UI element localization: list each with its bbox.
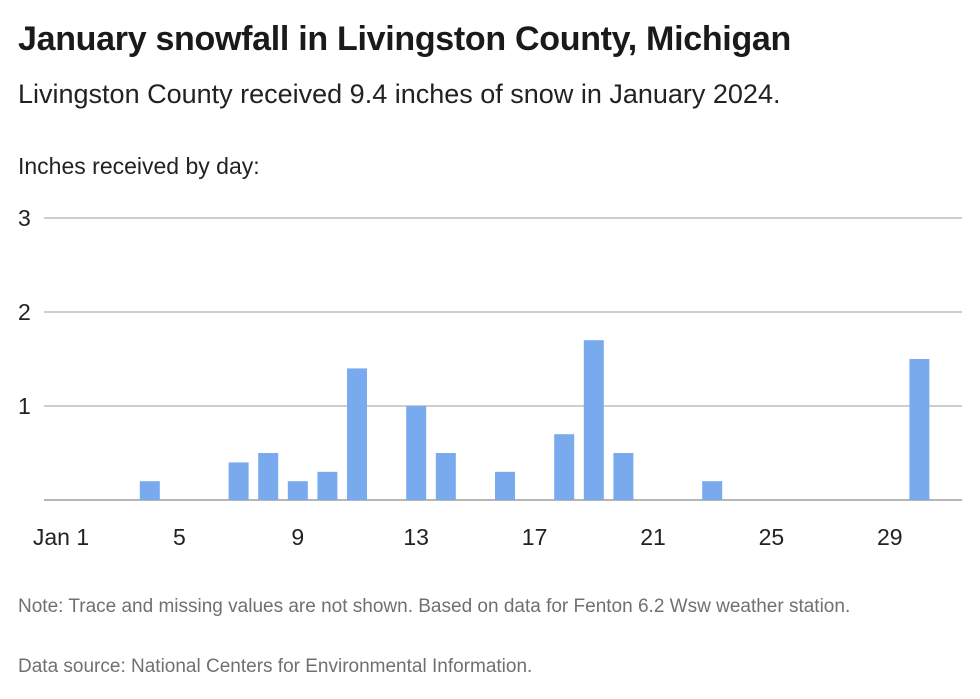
y-tick-label: 2 bbox=[18, 299, 31, 325]
bar bbox=[258, 453, 279, 500]
bar bbox=[702, 481, 723, 500]
y-tick-label: 1 bbox=[18, 393, 31, 419]
gridlines bbox=[44, 217, 962, 501]
x-axis-ticks: Jan 1 5 9 13 17 21 25 29 bbox=[33, 524, 903, 550]
x-tick-label: 17 bbox=[522, 524, 548, 550]
snowfall-bar-chart: 1 2 3 Jan 1 5 9 13 17 21 25 29 bbox=[18, 205, 962, 550]
data-source: Data source: National Centers for Enviro… bbox=[18, 656, 533, 677]
bar bbox=[554, 434, 575, 500]
bar bbox=[317, 471, 338, 500]
x-tick-label: 5 bbox=[173, 524, 186, 550]
bar bbox=[347, 368, 367, 500]
x-tick-label: 25 bbox=[759, 524, 785, 550]
bar bbox=[287, 481, 308, 500]
y-tick-label: 3 bbox=[18, 205, 31, 231]
x-tick-label: 21 bbox=[640, 524, 666, 550]
y-axis-label: Inches received by day: bbox=[18, 153, 260, 179]
bar bbox=[435, 453, 456, 500]
bar bbox=[583, 340, 604, 500]
bars bbox=[139, 340, 930, 500]
bar bbox=[139, 481, 160, 500]
chart-note: Note: Trace and missing values are not s… bbox=[18, 596, 851, 617]
chart-subtitle: Livingston County received 9.4 inches of… bbox=[18, 79, 781, 109]
bar bbox=[909, 359, 930, 500]
bar bbox=[495, 471, 515, 500]
x-tick-label: 13 bbox=[403, 524, 429, 550]
bar bbox=[406, 406, 427, 500]
bar bbox=[228, 462, 249, 500]
y-axis-ticks: 1 2 3 bbox=[18, 205, 31, 419]
x-tick-label: Jan 1 bbox=[33, 524, 89, 550]
bar bbox=[613, 453, 634, 500]
x-tick-label: 9 bbox=[291, 524, 304, 550]
x-tick-label: 29 bbox=[877, 524, 903, 550]
chart-title: January snowfall in Livingston County, M… bbox=[18, 20, 791, 58]
